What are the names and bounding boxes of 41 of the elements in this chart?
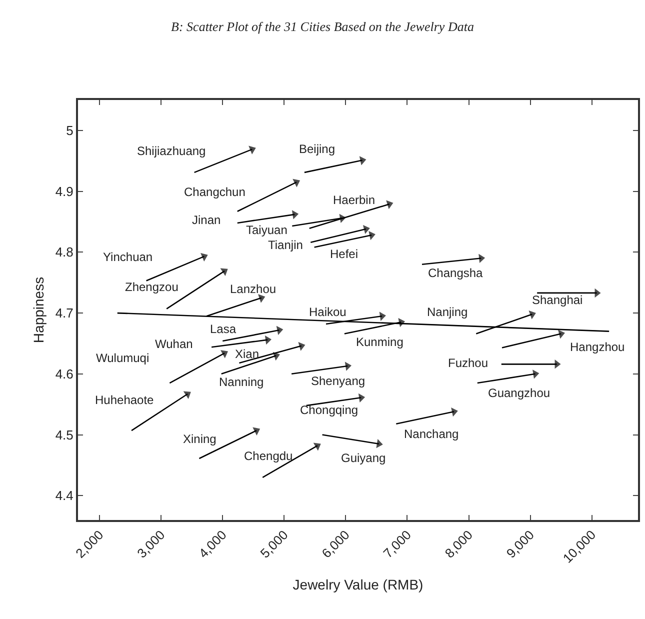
series-label: Xian — [235, 347, 260, 361]
series-label: Kunming — [356, 335, 404, 349]
series-label: Huhehaote — [95, 393, 154, 407]
y-tick-label: 5 — [66, 122, 74, 138]
series-label: Nanchang — [404, 427, 459, 441]
series-label: Nanjing — [427, 305, 468, 319]
y-axis-title: Happiness — [30, 276, 46, 344]
text: Wulumuqi — [96, 351, 150, 365]
series-label: Hefei — [330, 247, 358, 261]
series-label: Zhengzou — [125, 280, 178, 294]
series-label: Lanzhou — [230, 282, 276, 296]
chart-title: B: Scatter Plot of the 31 Cities Based on the Jewelry Data — [171, 18, 474, 34]
series-label: Haerbin — [333, 193, 376, 207]
series-label: Guangzhou — [488, 386, 550, 400]
series-label: Chongqing — [300, 403, 358, 417]
y-tick-label: 4.5 — [55, 427, 74, 442]
series-label: Lasa — [210, 322, 236, 336]
y-tick-label: 4.9 — [55, 184, 74, 199]
series-label: Taiyuan — [246, 223, 288, 237]
series-label: Chengdu — [244, 449, 293, 463]
series-label: Nanning — [219, 375, 264, 389]
series-label: Guiyang — [341, 451, 386, 465]
y-tick-label: 4.8 — [55, 244, 74, 260]
series-label: Shenyang — [311, 374, 366, 388]
y-tick-label: 4.4 — [55, 488, 74, 504]
y-tick-label: 4.6 — [55, 366, 74, 382]
series-label: Jinan — [192, 213, 221, 227]
series-label: Yinchuan — [103, 250, 153, 264]
series-label: Shanghai — [532, 293, 583, 307]
x-axis-title: Jewelry Value (RMB) — [292, 576, 424, 593]
series-label: Beijing — [299, 142, 336, 156]
series-label: Wuhan — [155, 337, 193, 351]
series-label: Fuzhou — [448, 356, 488, 370]
series-label: Changchun — [184, 185, 246, 199]
y-tick-label: 4.7 — [55, 306, 74, 321]
series-label: Hangzhou — [570, 340, 625, 354]
series-label: Shijiazhuang — [137, 144, 206, 158]
series-label: Changsha — [428, 266, 484, 280]
series-label: Xining — [183, 432, 216, 446]
series-label: Tianjin — [268, 238, 303, 252]
series-label: Haikou — [309, 305, 346, 319]
